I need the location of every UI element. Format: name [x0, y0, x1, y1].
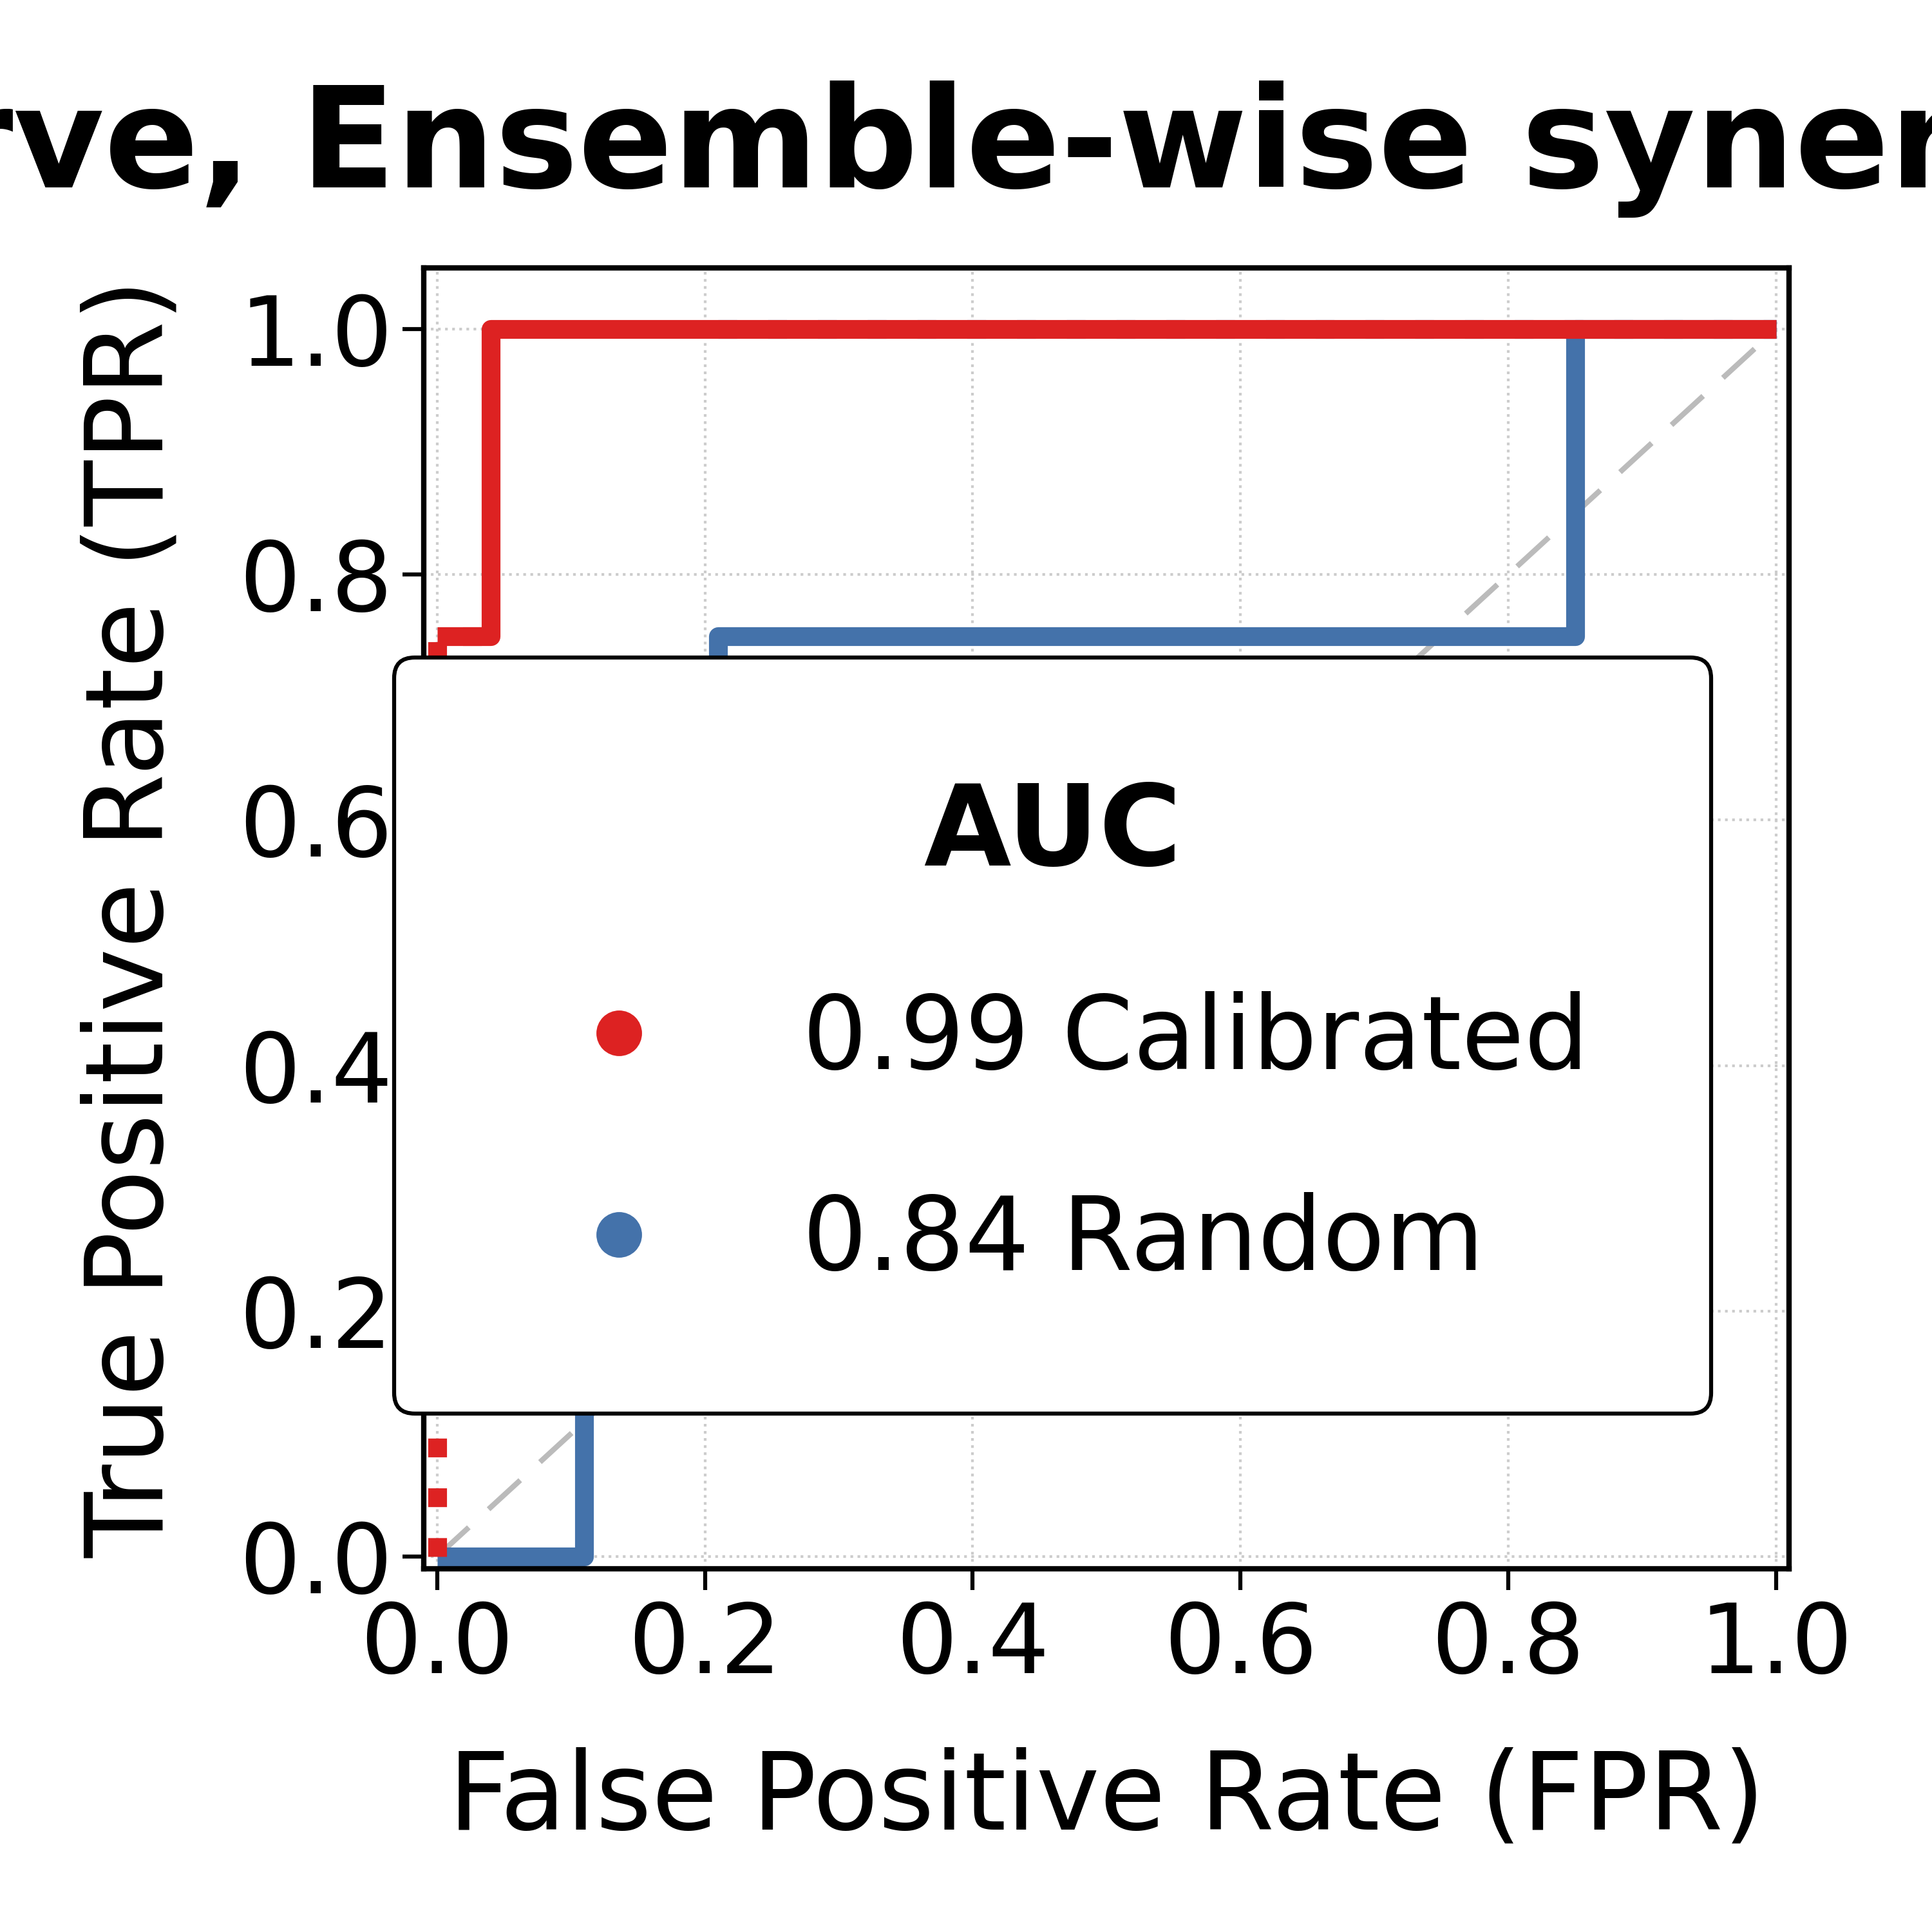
Y-axis label: True Positive Rate (TPR): True Positive Rate (TPR) [81, 278, 185, 1557]
Legend: 0.99 Calibrated, 0.84 Random: 0.99 Calibrated, 0.84 Random [394, 657, 1712, 1414]
X-axis label: False Positive Rate (FPR): False Positive Rate (FPR) [448, 1747, 1766, 1851]
Title: ROC curve, Ensemble-wise synergies (Bliss): ROC curve, Ensemble-wise synergies (Blis… [0, 81, 1932, 218]
